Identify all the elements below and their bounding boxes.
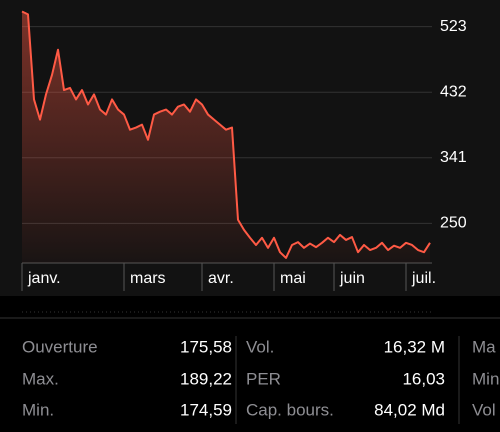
stat-label: PER — [246, 369, 281, 388]
stat-value: 16,03 — [402, 369, 445, 388]
x-tick-label: juin — [339, 270, 365, 287]
stat-label: Cap. bours. — [246, 400, 334, 419]
stat-value: 189,22 — [180, 369, 232, 388]
x-tick-label: juil. — [411, 270, 436, 287]
x-tick-label: mai — [280, 270, 306, 287]
y-tick-label: 432 — [440, 83, 467, 100]
x-tick-label: avr. — [208, 270, 234, 287]
price-line — [21, 10, 431, 259]
stat-value: 175,58 — [180, 337, 232, 356]
y-tick-label: 341 — [440, 149, 467, 166]
y-tick-label: 523 — [440, 18, 467, 35]
stat-label: Max. — [22, 369, 59, 388]
stat-value: 84,02 Md — [374, 400, 445, 419]
stat-label: Ouverture — [22, 337, 98, 356]
stat-label: Vol — [472, 400, 496, 419]
stat-label: Min — [472, 369, 499, 388]
stat-label: Min. — [22, 400, 54, 419]
stat-label: Ma — [472, 337, 496, 356]
stat-value: 16,32 M — [384, 337, 445, 356]
stat-value: 174,59 — [180, 400, 232, 419]
area-fill — [22, 11, 430, 264]
y-tick-label: 250 — [440, 215, 467, 232]
x-tick-label: janv. — [27, 270, 61, 287]
x-tick-label: mars — [130, 270, 166, 287]
stat-label: Vol. — [246, 337, 274, 356]
